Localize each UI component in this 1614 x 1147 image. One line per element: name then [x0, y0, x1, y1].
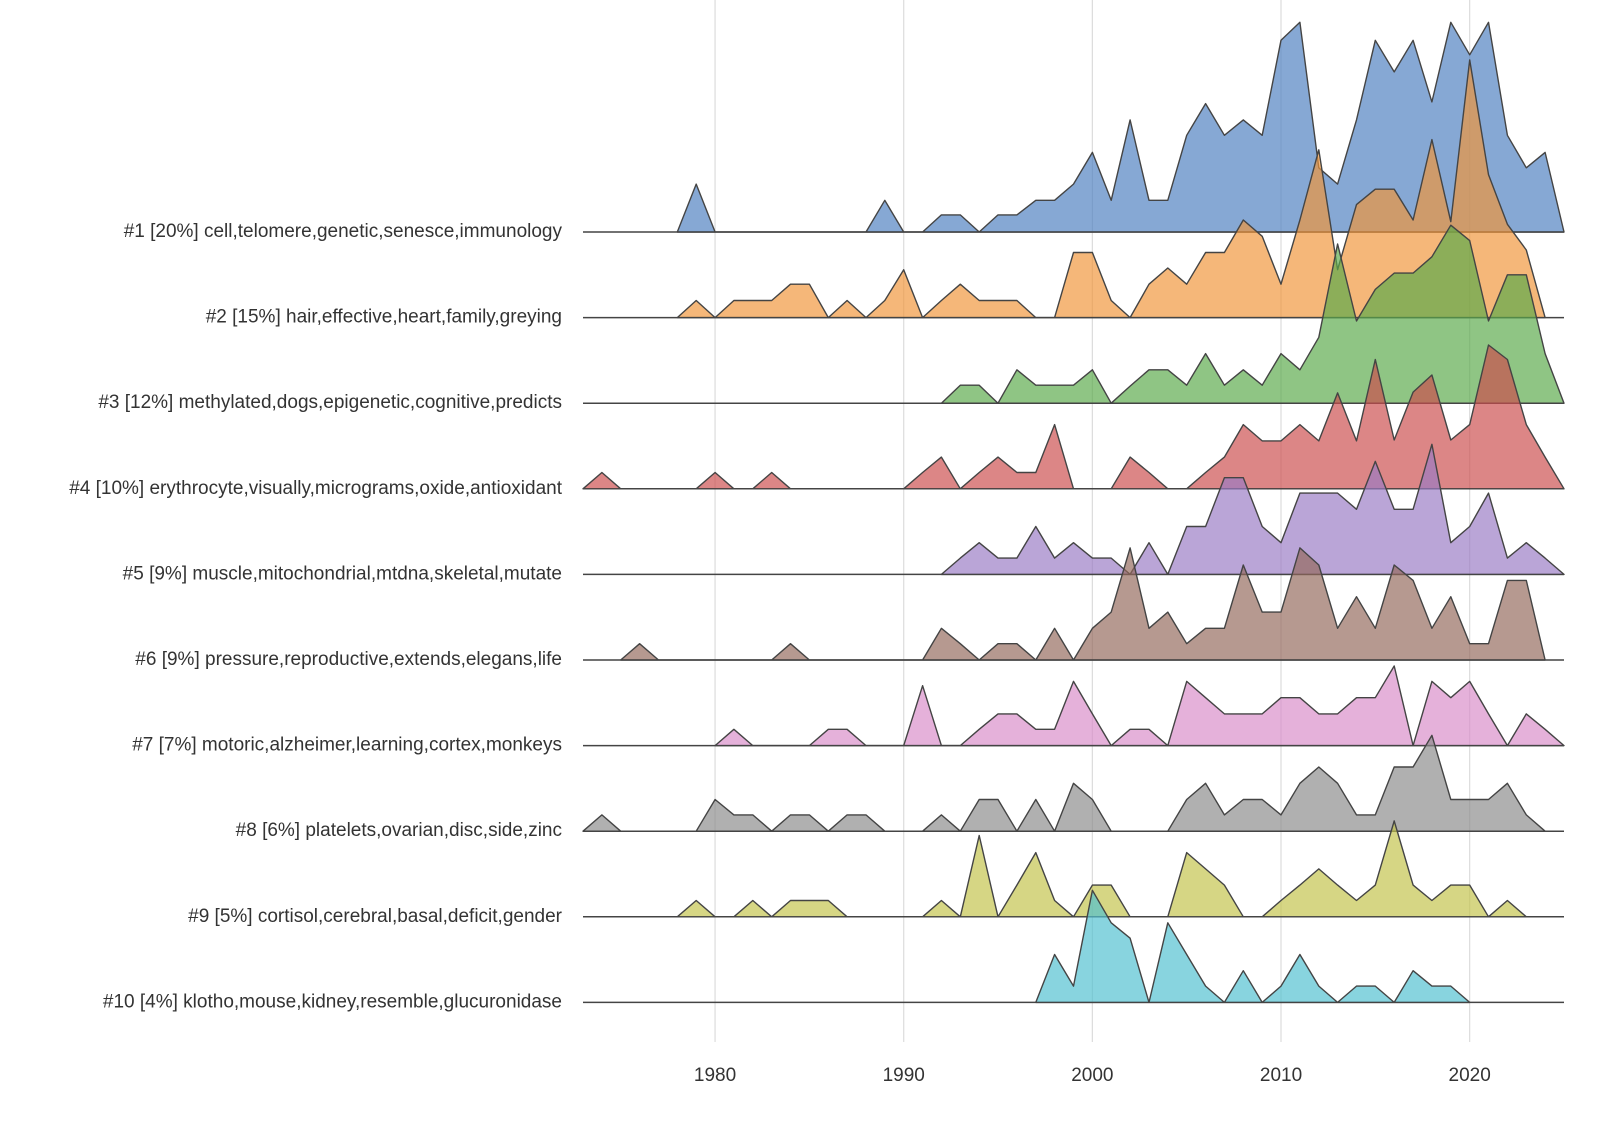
x-tick-label: 1990 [883, 1065, 925, 1086]
series-label: #6 [9%] pressure,reproductive,extends,el… [135, 649, 562, 670]
ridge-area [1035, 889, 1471, 1004]
ridge-area [620, 547, 1546, 661]
series-label: #2 [15%] hair,effective,heart,family,gre… [206, 307, 562, 328]
x-tick-label: 1980 [694, 1065, 736, 1086]
x-tick-label: 2010 [1260, 1065, 1302, 1086]
x-tick-label: 2020 [1449, 1065, 1491, 1086]
series-label: #1 [20%] cell,telomere,genetic,senesce,i… [124, 221, 563, 242]
ridges [582, 21, 1565, 1004]
series-label: #10 [4%] klotho,mouse,kidney,resemble,gl… [103, 991, 562, 1012]
series-label: #9 [5%] cortisol,cerebral,basal,deficit,… [188, 906, 563, 927]
ridge-area [582, 344, 1565, 490]
ridge-area [676, 820, 1527, 918]
ridge-area [676, 59, 1546, 319]
labels: 1980 1990 2000 2010 2020 #1 [20%] cell,telome… [69, 221, 1491, 1086]
ridge-area [940, 443, 1565, 576]
series-label: #8 [6%] platelets,ovarian,disc,side,zinc [236, 820, 562, 841]
series-label: #5 [9%] muscle,mitochondrial,mtdna,skele… [123, 563, 562, 584]
ridge-area [714, 665, 1565, 747]
series-label: #3 [12%] methylated,dogs,epigenetic,cogn… [98, 392, 562, 413]
ridge-area [940, 224, 1565, 404]
series-label: #4 [10%] erythrocyte,visually,micrograms… [69, 478, 563, 499]
series-label: #7 [7%] motoric,alzheimer,learning,corte… [132, 735, 562, 756]
ridge-area [676, 21, 1565, 233]
x-tick-label: 2000 [1071, 1065, 1113, 1086]
ridge-area [582, 734, 1546, 832]
